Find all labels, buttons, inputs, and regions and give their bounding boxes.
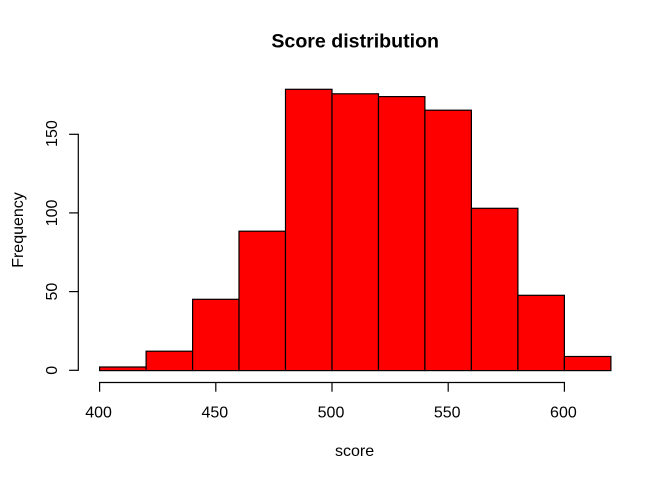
svg-text:100: 100	[44, 199, 61, 226]
svg-text:450: 450	[201, 404, 228, 421]
svg-text:500: 500	[318, 404, 345, 421]
svg-text:400: 400	[85, 404, 112, 421]
svg-text:150: 150	[44, 120, 61, 147]
svg-text:550: 550	[434, 404, 461, 421]
svg-text:0: 0	[44, 366, 61, 375]
svg-text:50: 50	[44, 283, 61, 301]
svg-text:Frequency: Frequency	[10, 192, 27, 268]
svg-text:Score distribution: Score distribution	[271, 30, 439, 52]
svg-text:score: score	[335, 443, 374, 460]
svg-text:600: 600	[550, 404, 577, 421]
